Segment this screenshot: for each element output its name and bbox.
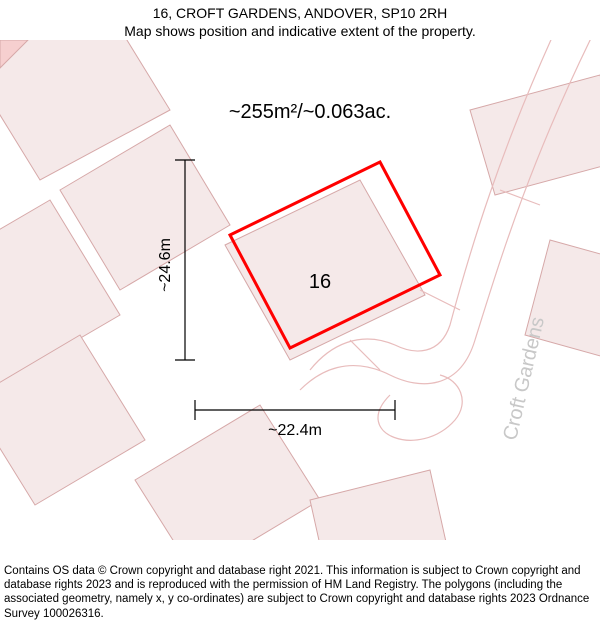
map-screenshot: 16, CROFT GARDENS, ANDOVER, SP10 2RH Map… [0,0,600,625]
header: 16, CROFT GARDENS, ANDOVER, SP10 2RH Map… [0,4,600,40]
map-area: 16~255m²/~0.063ac.~24.6m~22.4mCroft Gard… [0,40,600,540]
header-subtitle: Map shows position and indicative extent… [0,22,600,40]
height-label: ~24.6m [157,238,174,292]
map-svg: 16~255m²/~0.063ac.~24.6m~22.4mCroft Gard… [0,40,600,540]
area-label: ~255m²/~0.063ac. [229,101,391,123]
property-number: 16 [309,271,331,293]
copyright-footer: Contains OS data © Crown copyright and d… [4,564,596,622]
width-label: ~22.4m [268,422,322,439]
property-address: 16, CROFT GARDENS, ANDOVER, SP10 2RH [0,4,600,22]
